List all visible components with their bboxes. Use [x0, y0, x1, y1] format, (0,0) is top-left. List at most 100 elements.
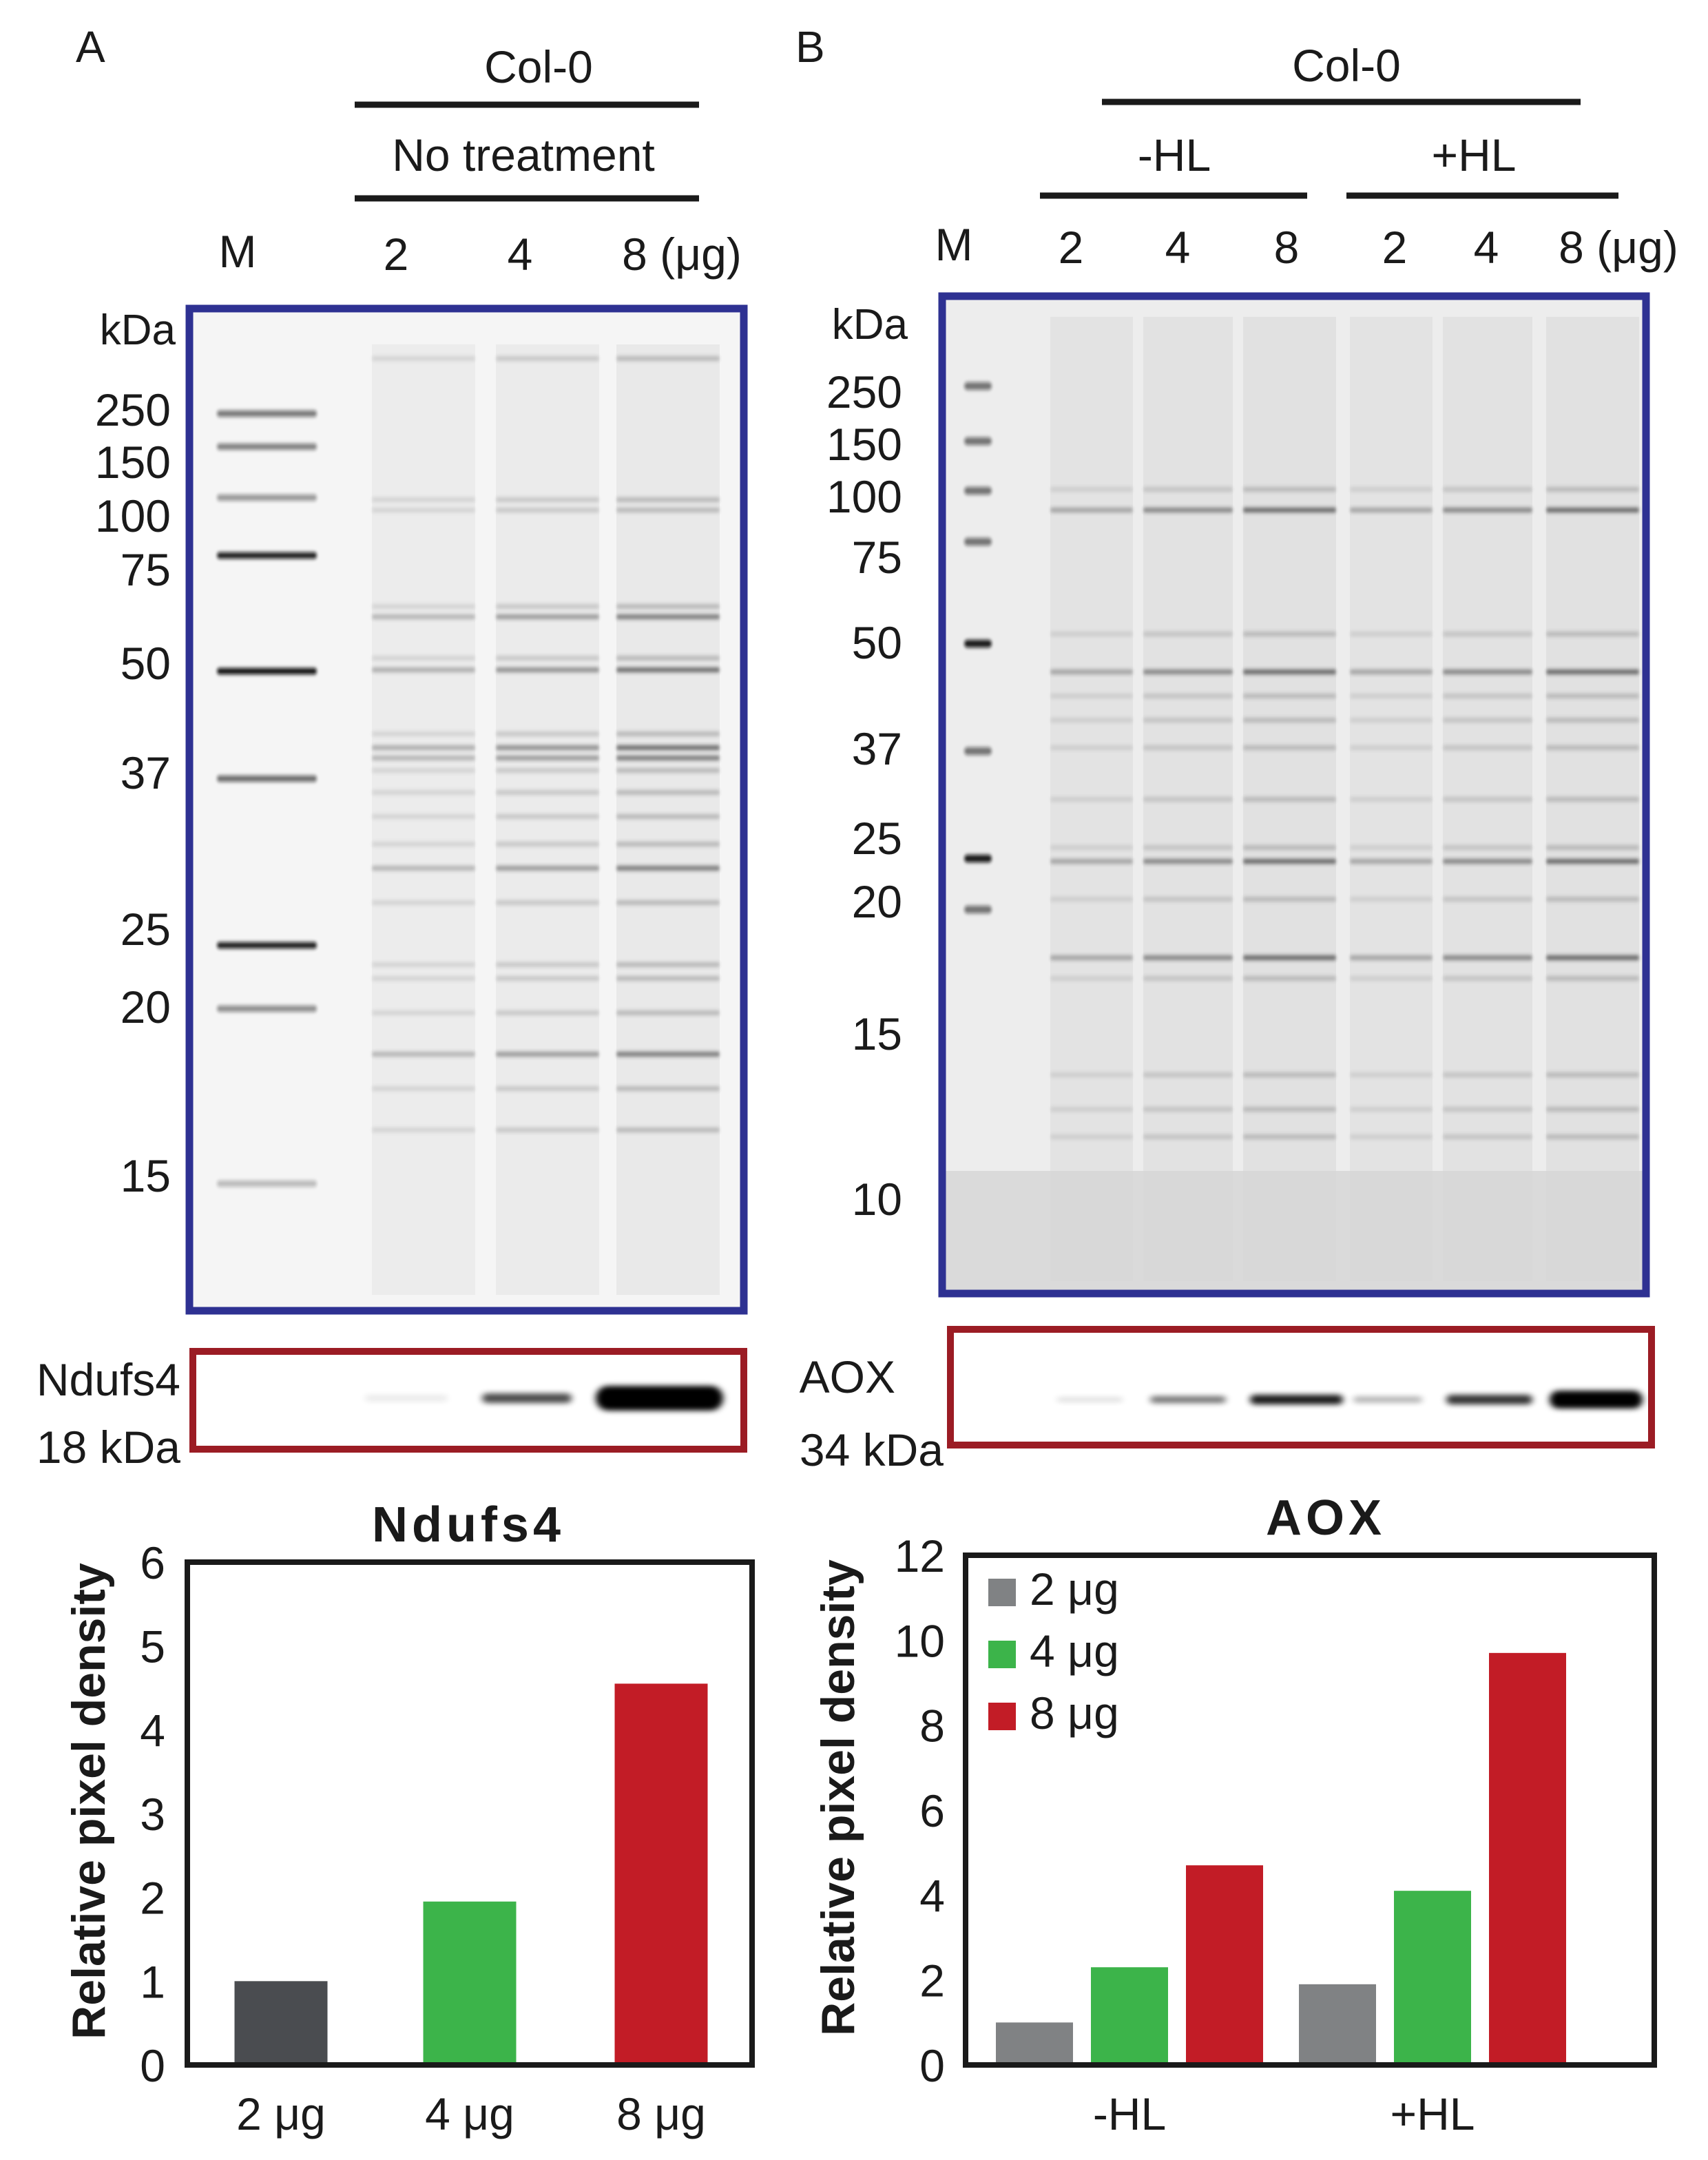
chart-aox-x-tick-label: -HL	[1093, 2088, 1166, 2139]
sample-band	[1350, 1107, 1433, 1112]
sample-band	[1443, 508, 1532, 512]
sample-band	[496, 745, 599, 750]
panel-b-blot-background	[950, 1329, 1652, 1445]
sample-band	[372, 614, 475, 619]
sample-band	[1546, 669, 1639, 674]
sample-band	[496, 1052, 599, 1057]
sample-band	[372, 745, 475, 750]
sample-band	[496, 656, 599, 661]
chart-ndufs4-x-axis: 2 μg 4 μg 8 μg	[236, 2088, 706, 2139]
sample-band	[496, 768, 599, 773]
chart-aox-bar	[1186, 1865, 1263, 2065]
sample-band	[1546, 508, 1639, 512]
sample-band	[1050, 1072, 1133, 1077]
panel-a-blot-bands	[365, 1386, 723, 1411]
panel-a-blot-frame	[189, 1348, 747, 1453]
sample-band	[1143, 797, 1233, 802]
panel-b-gel	[938, 292, 1650, 1298]
chart-aox-bar	[1489, 1652, 1566, 2065]
chart-aox-bar	[1091, 1967, 1168, 2065]
chart-ndufs4-ylabel: Relative pixel density	[63, 1563, 115, 2039]
chart-aox-ylabel: Relative pixel density	[812, 1559, 864, 2036]
gel-lane-smear	[616, 344, 720, 1295]
sample-band	[1143, 632, 1233, 636]
chart-aox-y-tick-label: 0	[919, 2040, 945, 2091]
marker-band	[964, 906, 992, 913]
chart-aox-y-tick-label: 4	[919, 1870, 945, 1921]
sample-band	[1050, 632, 1133, 636]
blot-band	[1550, 1391, 1643, 1409]
panel-b-lane-label: 8 (μg)	[1559, 222, 1678, 273]
sample-band	[1546, 976, 1639, 981]
panel-a-blot-size: 18 kDa	[37, 1422, 180, 1473]
panel-b-genotype-label: Col-0	[1292, 40, 1401, 91]
sample-band	[496, 900, 599, 905]
sample-band	[1443, 487, 1532, 492]
sample-band	[1050, 718, 1133, 723]
sample-band	[1143, 1072, 1233, 1077]
sample-band	[1546, 797, 1639, 802]
sample-band	[372, 768, 475, 773]
chart-aox-legend: 2 μg 4 μg 8 μg	[988, 1564, 1119, 1738]
sample-band	[372, 508, 475, 512]
panel-b-lane-label: 4	[1165, 222, 1191, 273]
chart-ndufs4-y-tick-label: 1	[140, 1956, 165, 2007]
sample-band	[496, 497, 599, 502]
chart-aox-y-tick-label: 10	[895, 1615, 945, 1666]
sample-band	[616, 1010, 720, 1015]
sample-band	[372, 962, 475, 967]
panel-a-treatment-label: No treatment	[392, 129, 655, 180]
blot-band	[1353, 1396, 1422, 1403]
sample-band	[496, 842, 599, 847]
sample-band	[496, 790, 599, 795]
marker-band	[217, 942, 317, 948]
sample-band	[1350, 955, 1433, 960]
panel-a-marker-size: 37	[121, 747, 171, 798]
sample-band	[372, 1128, 475, 1132]
sample-band	[1243, 976, 1336, 981]
sample-band	[616, 604, 720, 609]
panel-b-kda-unit: kDa	[832, 301, 908, 349]
sample-band	[1443, 797, 1532, 802]
sample-band	[1050, 859, 1133, 864]
marker-band	[964, 747, 992, 755]
sample-band	[1350, 1072, 1433, 1077]
panel-a-marker-size: 100	[95, 490, 171, 541]
blot-band	[596, 1386, 723, 1411]
chart-aox-legend-label: 2 μg	[1030, 1564, 1119, 1614]
panel-b-marker-size: 250	[826, 366, 902, 417]
panel-b-blot-size: 34 kDa	[800, 1424, 944, 1475]
panel-a-marker-size: 150	[95, 437, 171, 488]
chart-ndufs4-y-tick-label: 0	[140, 2040, 165, 2091]
sample-band	[496, 604, 599, 609]
sample-band	[616, 614, 720, 619]
blot-band	[365, 1395, 448, 1402]
chart-ndufs4-y-tick-label: 4	[140, 1705, 165, 1756]
sample-band	[496, 1086, 599, 1091]
sample-band	[1546, 745, 1639, 750]
sample-band	[1350, 508, 1433, 512]
sample-band	[1443, 897, 1532, 902]
sample-band	[1443, 1134, 1532, 1139]
chart-aox-y-tick-label: 8	[919, 1701, 945, 1752]
panel-b-marker-size: 150	[826, 419, 902, 470]
sample-band	[372, 756, 475, 760]
chart-aox-x-tick-label: +HL	[1391, 2088, 1475, 2139]
panel-a-marker-size: 75	[121, 544, 171, 595]
sample-band	[1546, 1107, 1639, 1112]
panel-a-gel-lanes	[372, 344, 720, 1295]
sample-band	[1143, 897, 1233, 902]
marker-band	[217, 1006, 317, 1012]
chart-aox-x-axis: -HL +HL	[1093, 2088, 1475, 2139]
panel-a-genotype-label: Col-0	[484, 41, 593, 92]
chart-ndufs4-bar	[423, 1901, 517, 2065]
sample-band	[616, 790, 720, 795]
panel-a-gel-frame	[185, 304, 748, 1315]
chart-aox-legend-swatch	[988, 1703, 1016, 1730]
panel-a-marker-size: 15	[121, 1150, 171, 1201]
sample-band	[1546, 632, 1639, 636]
sample-band	[616, 962, 720, 967]
sample-band	[616, 1128, 720, 1132]
sample-band	[616, 814, 720, 819]
sample-band	[1243, 745, 1336, 750]
